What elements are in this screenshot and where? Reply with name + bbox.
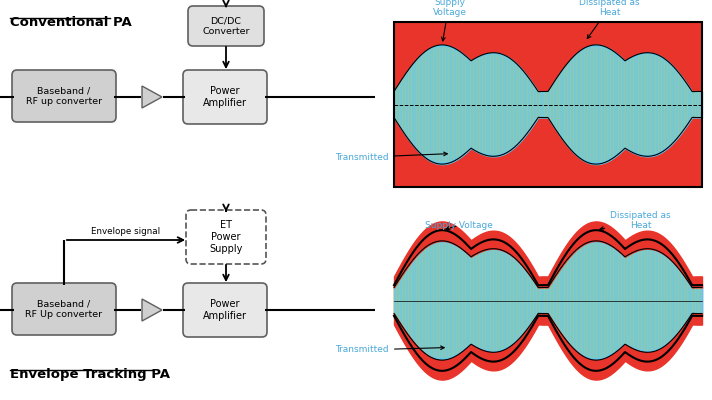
Text: Conventional PA: Conventional PA xyxy=(10,16,132,29)
Text: Fixed
Supply
Voltage: Fixed Supply Voltage xyxy=(432,0,466,41)
Text: Envelope signal: Envelope signal xyxy=(91,227,161,236)
FancyBboxPatch shape xyxy=(186,210,266,264)
Text: Dissipated as
Heat: Dissipated as Heat xyxy=(600,210,671,230)
FancyBboxPatch shape xyxy=(12,283,116,335)
Bar xyxy=(394,22,702,187)
Text: Baseband /
RF up converter: Baseband / RF up converter xyxy=(26,86,102,106)
Text: Power
Amplifier: Power Amplifier xyxy=(203,299,247,321)
Bar xyxy=(384,178,712,400)
Bar xyxy=(394,22,702,187)
FancyBboxPatch shape xyxy=(12,70,116,122)
Text: Power
Amplifier: Power Amplifier xyxy=(203,86,247,108)
Text: Baseband /
RF Up converter: Baseband / RF Up converter xyxy=(26,299,103,319)
Polygon shape xyxy=(142,299,162,321)
Text: Envelope Tracking PA: Envelope Tracking PA xyxy=(10,368,170,381)
FancyBboxPatch shape xyxy=(183,283,267,337)
Text: Transmitted: Transmitted xyxy=(335,346,444,354)
Text: Dissipated as
Heat: Dissipated as Heat xyxy=(580,0,640,38)
FancyBboxPatch shape xyxy=(188,6,264,46)
Text: DC/DC
Converter: DC/DC Converter xyxy=(202,16,250,36)
Text: Supply Voltage: Supply Voltage xyxy=(425,221,493,230)
Polygon shape xyxy=(142,86,162,108)
Text: Transmitted: Transmitted xyxy=(335,152,447,162)
Text: ET
Power
Supply: ET Power Supply xyxy=(209,220,243,254)
FancyBboxPatch shape xyxy=(183,70,267,124)
